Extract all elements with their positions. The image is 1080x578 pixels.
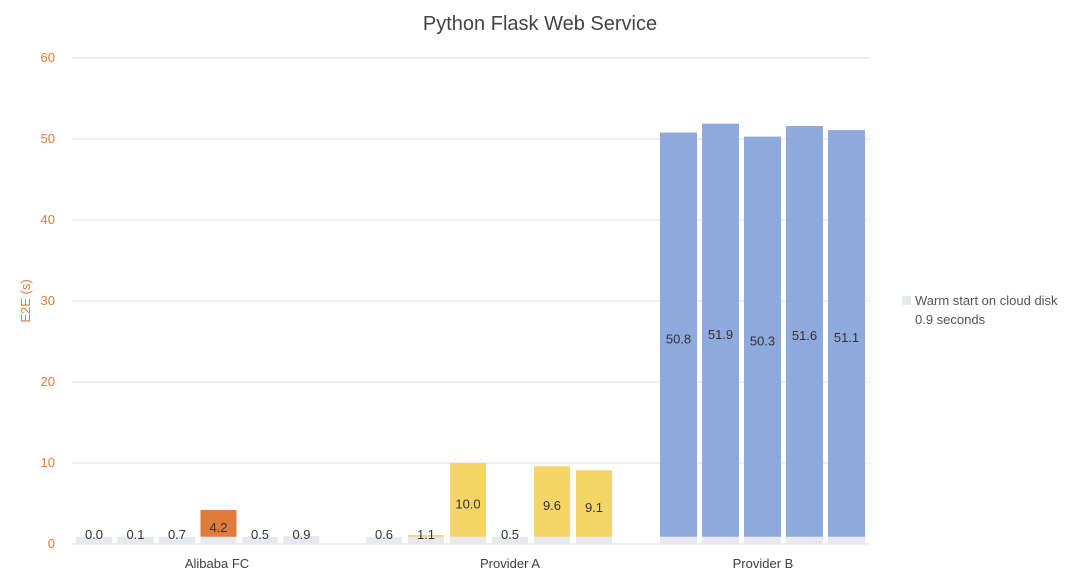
baseline-warm-start-segment (408, 536, 444, 544)
baseline-warm-start-segment (366, 536, 402, 544)
baseline-warm-start-segment (159, 536, 195, 544)
chart-title: Python Flask Web Service (423, 13, 657, 35)
legend-swatch-warm-start (902, 296, 911, 305)
data-label: 9.6 (543, 498, 561, 513)
baseline-warm-start-segment (534, 536, 570, 544)
baseline-warm-start-segment (702, 536, 739, 544)
y-tick-label: 20 (41, 374, 55, 389)
bar-provider-b-5 (828, 130, 865, 544)
data-label: 0.5 (501, 527, 519, 542)
bar-provider-b-3 (744, 136, 781, 544)
bar-provider-a-6 (576, 470, 612, 544)
y-tick-label: 50 (41, 131, 55, 146)
data-label: 51.9 (708, 327, 733, 342)
baseline-warm-start-segment (660, 536, 697, 544)
data-label: 4.2 (209, 520, 227, 535)
data-label: 50.3 (750, 333, 775, 348)
category-label: Alibaba FC (185, 556, 249, 571)
data-label: 0.9 (292, 527, 310, 542)
y-tick-label: 10 (41, 455, 55, 470)
baseline-warm-start-segment (576, 536, 612, 544)
data-label: 0.1 (126, 527, 144, 542)
bar-provider-b-4 (786, 126, 823, 544)
legend: Warm start on cloud disk 0.9 seconds (902, 293, 1058, 327)
data-label: 51.6 (792, 328, 817, 343)
bar-provider-b-1 (660, 132, 697, 544)
data-label: 0.5 (251, 527, 269, 542)
data-label: 9.1 (585, 500, 603, 515)
category-label: Provider A (480, 556, 540, 571)
baseline-warm-start-segment (242, 536, 278, 544)
data-label: 1.1 (417, 527, 435, 542)
baseline-warm-start-segment (283, 536, 320, 544)
category-label: Provider B (733, 556, 794, 571)
data-label: 0.7 (168, 527, 186, 542)
baseline-warm-start-segment (492, 536, 528, 544)
baseline-warm-start-segment (450, 536, 486, 544)
baseline-warm-start-segment (744, 536, 781, 544)
baseline-warm-start-segment (786, 536, 823, 544)
y-tick-label: 30 (41, 293, 55, 308)
bar-provider-b-2 (702, 123, 739, 545)
data-label: 10.0 (455, 497, 480, 512)
baseline-warm-start-segment (76, 536, 112, 544)
legend-label-line1: Warm start on cloud disk (915, 293, 1058, 308)
baseline-warm-start-segment (117, 536, 154, 544)
y-axis-title: E2E (s) (18, 279, 33, 322)
labels: 0.0 0.1 0.7 4.2 0.5 0.9 Alibaba FC 0.6 1.1 10.0 0.… (85, 327, 859, 571)
y-tick-label: 0 (48, 536, 55, 551)
bar-provider-a-3 (450, 463, 486, 544)
data-label: 51.1 (834, 330, 859, 345)
data-label: 0.6 (375, 527, 393, 542)
bars (76, 123, 865, 545)
legend-label-line2: 0.9 seconds (915, 312, 986, 327)
y-tick-label: 40 (41, 212, 55, 227)
baseline-warm-start-segment (200, 536, 237, 544)
data-label: 50.8 (666, 331, 691, 346)
y-tick-label: 60 (41, 50, 55, 65)
baseline-warm-start-segment (828, 536, 865, 544)
data-label: 0.0 (85, 527, 103, 542)
bar-provider-a-5 (534, 466, 570, 544)
